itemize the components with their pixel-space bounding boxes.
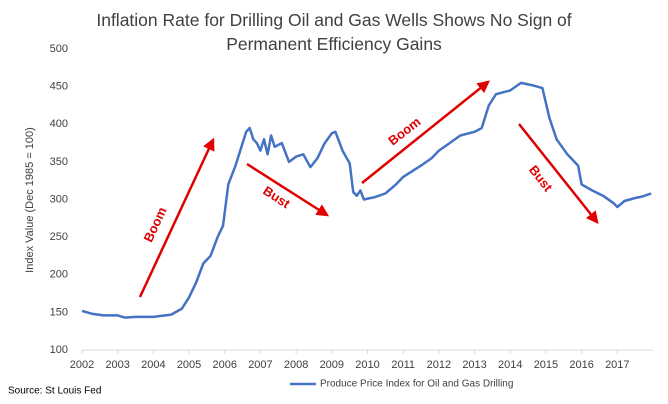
data-line — [81, 81, 652, 319]
x-tick-label: 2006 — [213, 359, 237, 371]
x-tick-label: 2013 — [462, 359, 486, 371]
y-tick-label: 150 — [50, 306, 68, 318]
y-tick-label: 400 — [50, 118, 68, 130]
x-tick-label: 2017 — [605, 359, 629, 371]
x-tick-label: 2004 — [141, 359, 165, 371]
y-tick-label: 250 — [50, 231, 68, 243]
y-axis-label: Index Value (Dec 1985 = 100) — [24, 127, 36, 273]
annotation: Bust — [526, 162, 556, 195]
x-tick-label: 2014 — [498, 359, 522, 371]
chart-title: Inflation Rate for Drilling Oil and Gas … — [96, 10, 572, 54]
x-tick-label: 2015 — [534, 359, 558, 371]
y-tick-label: 500 — [50, 43, 68, 55]
legend-label: Produce Price Index for Oil and Gas Dril… — [320, 379, 513, 390]
y-tick-label: 300 — [50, 193, 68, 205]
annotation: Boom — [385, 114, 423, 149]
x-tick-label: 2008 — [284, 359, 308, 371]
x-tick-label: 2002 — [70, 359, 94, 371]
annotation-arrow — [246, 162, 330, 217]
x-tick-label: 2007 — [248, 359, 272, 371]
annotation: Boom — [140, 205, 169, 245]
y-tick-label: 100 — [50, 344, 68, 356]
source: Source: St Louis Fed — [8, 386, 101, 397]
annotation-arrow — [518, 123, 599, 224]
annotation: Bust — [260, 183, 293, 212]
x-tick-label: 2011 — [391, 359, 415, 371]
annotation-arrow — [361, 80, 490, 184]
x-tick-label: 2009 — [320, 359, 344, 371]
x-tick-label: 2003 — [105, 359, 129, 371]
x-tick-label: 2012 — [427, 359, 451, 371]
x-tick-label: 2005 — [177, 359, 201, 371]
y-tick-label: 450 — [50, 81, 68, 93]
x-tick-label: 2016 — [569, 359, 593, 371]
x-tick-label: 2010 — [355, 359, 379, 371]
y-tick-label: 350 — [50, 156, 68, 168]
y-tick-label: 200 — [50, 269, 68, 281]
annotation-arrow — [138, 137, 215, 298]
